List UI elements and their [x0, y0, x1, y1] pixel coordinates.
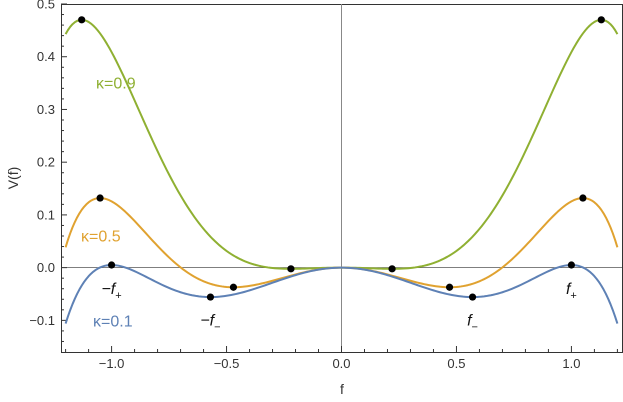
y-axis-title: V(f) [5, 167, 21, 190]
extremum-point [388, 265, 396, 273]
extremum-point [78, 16, 86, 24]
extremum-point [579, 194, 587, 202]
point-annotation-subscript: + [570, 290, 576, 302]
point-annotation-base: f [467, 313, 473, 330]
point-annotation-subscript: − [472, 322, 478, 334]
point-annotation-base: −f [200, 313, 215, 330]
extremum-point [468, 293, 477, 301]
series-line [64, 264, 619, 324]
extremum-points [78, 16, 605, 301]
zero-lines [61, 4, 622, 352]
x-tick-label: 0.5 [447, 356, 465, 371]
y-tick-label: 0.5 [37, 0, 55, 12]
point-annotation-base: −f [101, 281, 116, 298]
y-tick-label: 0.3 [37, 102, 55, 117]
y-tick-label: −0.1 [29, 313, 55, 328]
series-curves [64, 18, 619, 324]
extremum-point [445, 283, 454, 291]
point-annotation: f− [467, 313, 478, 334]
extremum-point [567, 261, 576, 269]
x-axis-ticks: −1.0 −0.5 0.0 0.5 1.0 [65, 346, 618, 371]
series-label: κ=0.9 [96, 75, 136, 92]
y-axis-ticks: −0.1 0.0 0.1 0.2 0.3 0.4 0.5 [29, 0, 67, 342]
y-tick-label: 0.4 [37, 49, 55, 64]
y-tick-label: 0.0 [37, 260, 55, 275]
point-annotation-subscript: + [115, 290, 121, 302]
x-axis-title: f [340, 381, 344, 397]
point-annotation: −f− [200, 313, 220, 334]
y-tick-label: 0.1 [37, 207, 55, 222]
point-annotation-subscript: − [214, 322, 220, 334]
extremum-point [287, 265, 295, 273]
series-labels: κ=0.9 κ=0.5 κ=0.1 [81, 75, 136, 330]
extremum-point [96, 194, 104, 202]
y-tick-label: 0.2 [37, 155, 55, 170]
extremum-point [597, 16, 605, 24]
point-annotation: −f+ [101, 281, 121, 302]
point-annotation-base: f [566, 281, 572, 298]
series-label: κ=0.1 [93, 314, 133, 331]
x-tick-label: 1.0 [562, 356, 580, 371]
series-label: κ=0.5 [81, 228, 121, 245]
point-annotation: f+ [566, 281, 577, 302]
x-tick-label: 0.0 [332, 356, 350, 371]
x-tick-label: −0.5 [214, 356, 240, 371]
extremum-point [107, 261, 116, 269]
point-labels: −f+−f− f−f+ [101, 281, 576, 334]
extremum-point [206, 293, 215, 301]
extremum-point [229, 283, 238, 291]
x-tick-label: −1.0 [99, 356, 125, 371]
